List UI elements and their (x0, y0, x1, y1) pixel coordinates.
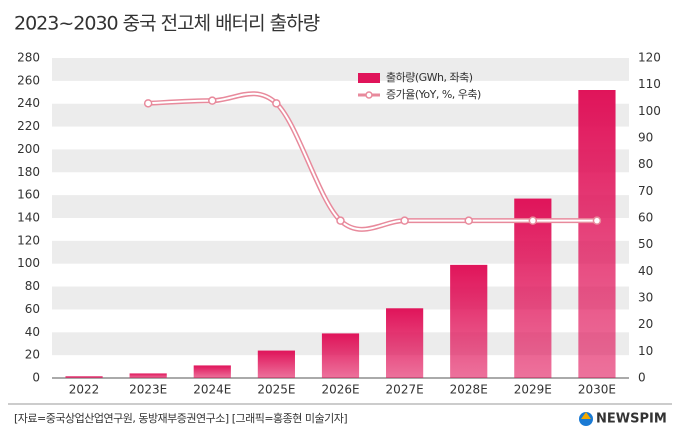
logo-icon-accent (581, 412, 591, 419)
y-tick-label: 240 (17, 96, 40, 110)
y2-tick-label: 20 (638, 317, 653, 331)
y-tick-label: 260 (17, 73, 40, 87)
line-inner (148, 92, 597, 231)
bar (321, 333, 360, 378)
logo: NEWSPIM (596, 412, 667, 427)
source: [자료=중국상업산업연구원, 동방재부증권연구소] [그래픽=홍종현 미술기자] (14, 411, 347, 425)
grid-band (52, 58, 629, 81)
line-marker (592, 216, 602, 225)
y-tick-label: 220 (17, 119, 40, 133)
y2-tick-label: 100 (638, 104, 661, 118)
y2-tick-label: 60 (638, 211, 653, 225)
line-marker (528, 216, 538, 225)
line-marker (208, 96, 217, 105)
y2-tick-label: 50 (638, 237, 653, 251)
y-tick-label: 80 (25, 279, 40, 293)
line-marker (143, 99, 153, 108)
y2-tick-label: 80 (638, 157, 653, 171)
bar (450, 264, 488, 378)
y2-tick-label: 40 (638, 264, 653, 278)
y-tick-label: 120 (17, 233, 40, 247)
x-tick-label: 2030E (578, 383, 616, 397)
grid-band (52, 103, 629, 127)
y2-tick-label: 0 (638, 371, 646, 385)
y-tick-label: 40 (25, 325, 40, 339)
y2-tick-label: 90 (638, 131, 653, 145)
line-marker (336, 216, 345, 225)
x-tick-label: 2024E (193, 383, 231, 397)
y-tick-label: 140 (17, 211, 40, 225)
bar (257, 350, 295, 378)
y2-tick-label: 120 (638, 51, 661, 65)
legend-swatch-marker (365, 91, 373, 99)
legend-label: 출하량(GWh, 좌축) (386, 70, 473, 84)
y-tick-label: 280 (17, 51, 40, 65)
y-tick-label: 60 (25, 302, 40, 316)
y-tick-label: 180 (17, 165, 40, 179)
y2-tick-label: 70 (638, 184, 653, 198)
bar (65, 376, 103, 378)
y2-tick-label: 110 (638, 77, 661, 91)
line-marker (272, 99, 281, 108)
bar (578, 90, 616, 378)
legend-swatch (358, 73, 380, 83)
grid-band (52, 195, 629, 218)
x-tick-label: 2029E (514, 383, 552, 397)
x-tick-label: 2026E (321, 383, 359, 397)
x-tick-label: 2027E (386, 383, 424, 397)
line-marker (464, 216, 473, 225)
y-tick-label: 100 (17, 256, 40, 270)
y2-tick-label: 10 (638, 344, 653, 358)
chart-title: 2023~2030 중국 전고체 배터리 출하량 (14, 13, 320, 35)
bar (386, 308, 424, 378)
bar (129, 373, 167, 378)
x-tick-label: 2025E (257, 383, 295, 397)
grid-band (52, 240, 629, 264)
y-tick-label: 20 (25, 348, 40, 362)
x-tick-label: 2023E (129, 383, 167, 397)
grid-band (52, 149, 629, 173)
y-tick-label: 0 (32, 371, 40, 385)
y-tick-label: 160 (17, 188, 40, 202)
bar (193, 365, 231, 378)
y-tick-label: 200 (17, 142, 40, 156)
x-tick-label: 2028E (450, 383, 488, 397)
line-marker (400, 216, 409, 225)
x-tick-label: 2022 (69, 383, 100, 397)
y2-tick-label: 30 (638, 291, 653, 305)
bar (514, 198, 552, 378)
legend-label: 증가율(YoY, %, 우축) (386, 88, 481, 101)
